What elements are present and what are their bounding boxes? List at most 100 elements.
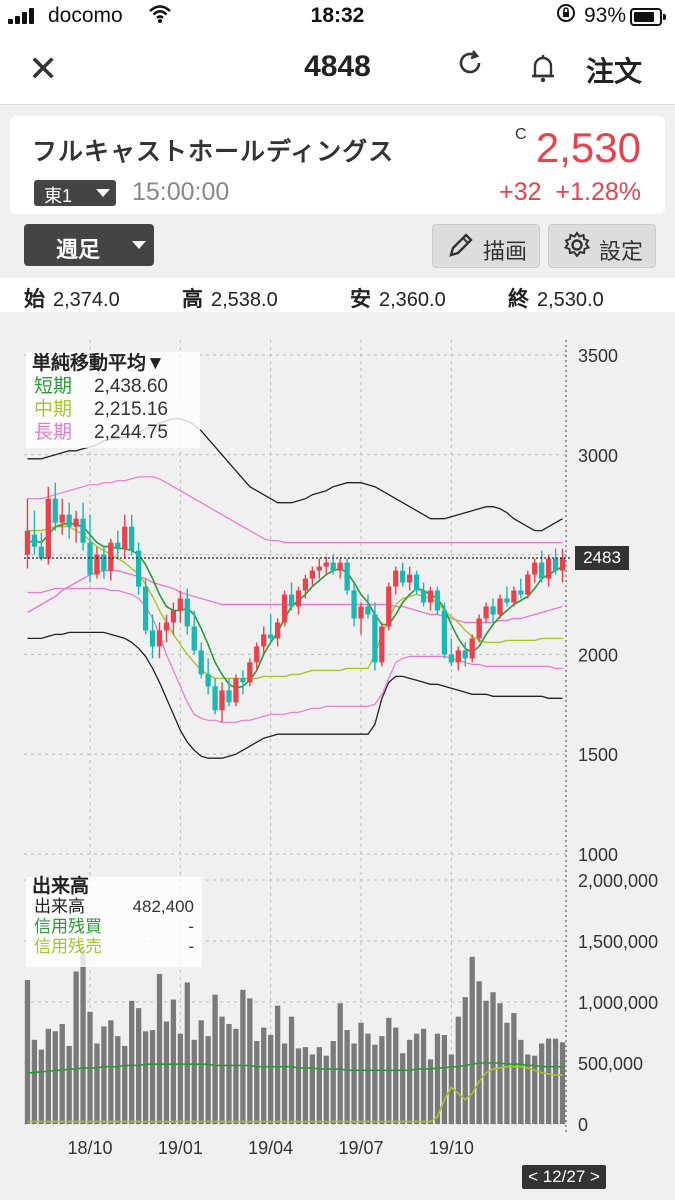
- candle-body: [87, 542, 93, 575]
- candle-body: [532, 562, 538, 575]
- candle-body: [80, 518, 86, 543]
- band-upper-line: [27, 476, 563, 544]
- volume-bar: [247, 998, 253, 1124]
- candle-body: [156, 630, 163, 647]
- rotation-lock-icon: [556, 3, 576, 29]
- candle-body: [511, 590, 517, 603]
- battery-icon: [630, 8, 666, 26]
- volume-bar: [476, 981, 482, 1124]
- candle-body: [45, 498, 51, 559]
- candle-body: [386, 586, 392, 627]
- price-tick-label: 3500: [578, 346, 618, 366]
- volume-bar: [261, 1027, 267, 1124]
- volume-bar: [212, 994, 218, 1124]
- volume-ma-line: [27, 1062, 563, 1074]
- refresh-icon[interactable]: [455, 48, 485, 86]
- volume-bar: [323, 1055, 329, 1124]
- volume-bar: [316, 1047, 322, 1124]
- candle-body: [233, 678, 239, 703]
- candle-body: [323, 562, 329, 567]
- current-price: 2,530: [535, 124, 641, 171]
- candle-body: [205, 674, 211, 687]
- indicator-selector[interactable]: 単純移動平均▼: [32, 353, 165, 374]
- current-price-marker: 2483: [575, 545, 629, 570]
- close-icon[interactable]: ✕: [28, 48, 59, 89]
- date-cursor[interactable]: < 12/27 >: [522, 1165, 606, 1189]
- candle-body: [504, 598, 510, 603]
- candle-body: [52, 498, 58, 523]
- candle-body: [413, 574, 420, 591]
- volume-bar: [455, 1016, 461, 1124]
- volume-tick-label: 1,500,000: [578, 932, 658, 952]
- volume-bar: [38, 1049, 45, 1124]
- volume-bar: [309, 1054, 316, 1124]
- candle-body: [490, 606, 496, 615]
- volume-bar: [233, 1028, 239, 1124]
- draw-button[interactable]: 描画: [432, 224, 540, 268]
- period-selector[interactable]: 週足: [24, 224, 154, 266]
- volume-bar: [115, 1036, 121, 1124]
- candle-body: [281, 594, 288, 623]
- legend-credit-sell: 信用残売 -: [34, 937, 194, 956]
- candle-body: [94, 554, 100, 575]
- nav-bar: ✕ 4848 注文: [0, 34, 675, 105]
- volume-bar: [441, 1034, 448, 1124]
- candle-body: [344, 562, 350, 591]
- stock-info-card: フルキャストホールディングス 東1 15:00:00 C 2,530 +32 +…: [10, 116, 665, 214]
- candle-body: [539, 562, 545, 579]
- candle-body: [219, 690, 225, 711]
- bell-icon[interactable]: [526, 48, 560, 88]
- candle-body: [309, 570, 316, 579]
- price-mark: C: [515, 126, 527, 143]
- candle-body: [191, 626, 197, 651]
- candle-body: [497, 598, 503, 615]
- candle-body: [254, 646, 260, 663]
- volume-bar: [156, 973, 163, 1124]
- legend-long: 長期 2,244.75: [34, 422, 168, 443]
- candle-body: [552, 558, 559, 571]
- chart-pane[interactable]: 3500300025002000150010002,000,0001,500,0…: [0, 312, 675, 1200]
- volume-bar: [59, 1023, 65, 1124]
- volume-tick-label: 500,000: [578, 1054, 643, 1074]
- price-change: +32 +1.28%: [499, 178, 641, 207]
- candle-body: [163, 622, 170, 631]
- candle-body: [518, 590, 524, 595]
- volume-bar: [142, 1031, 149, 1124]
- ohlc-row: 始 2,374.0 高 2,538.0 安 2,360.0 終 2,530.0: [0, 278, 675, 312]
- candle-body: [184, 598, 190, 627]
- volume-bar: [108, 1020, 114, 1124]
- volume-bar: [448, 1054, 454, 1124]
- ohlc-high: 高 2,538.0: [182, 288, 278, 311]
- candle-body: [358, 606, 364, 619]
- candle-body: [455, 650, 461, 663]
- candle-body: [268, 634, 274, 639]
- settings-button[interactable]: 設定: [548, 224, 656, 268]
- volume-bar: [539, 1043, 545, 1124]
- candle-body: [462, 650, 468, 659]
- candle-body: [559, 557, 566, 571]
- settings-label: 設定: [599, 239, 644, 264]
- volume-bar: [407, 1039, 413, 1124]
- change-value: +32: [499, 178, 542, 206]
- change-percent: +1.28%: [555, 178, 642, 206]
- candle-body: [73, 518, 79, 527]
- candle-body: [115, 542, 121, 549]
- price-tick-label: 1500: [578, 745, 618, 765]
- ohlc-open: 始 2,374.0: [24, 288, 120, 311]
- volume-bar: [545, 1038, 552, 1124]
- volume-bar: [268, 1034, 274, 1124]
- battery-percent: 93%: [584, 4, 627, 27]
- candle-body: [427, 590, 434, 603]
- candle-body: [142, 586, 149, 631]
- candle-body: [372, 614, 378, 663]
- wifi-icon: [148, 4, 172, 30]
- volume-bar: [198, 1020, 204, 1124]
- candle-body: [212, 686, 218, 711]
- market-selector[interactable]: 東1: [34, 180, 116, 206]
- candle-body: [31, 534, 38, 547]
- legend-credit-buy: 信用残買 -: [34, 917, 194, 936]
- order-button[interactable]: 注文: [586, 56, 643, 87]
- band-lower-line: [27, 587, 563, 723]
- volume-bar: [288, 1016, 295, 1124]
- price-legend[interactable]: 単純移動平均▼ 短期 2,438.60 中期 2,215.16 長期 2,244…: [26, 352, 200, 448]
